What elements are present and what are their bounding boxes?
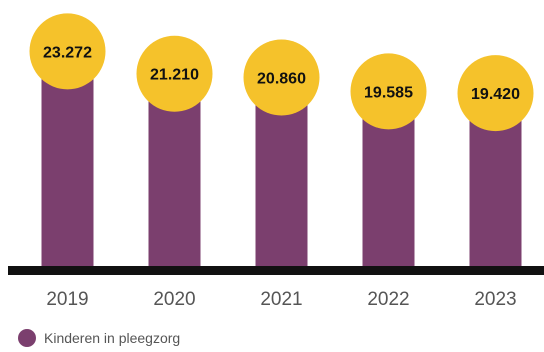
value-label-2020: 21.210 [150,67,199,84]
x-tick-label-2022: 2022 [367,289,409,310]
value-label-2023: 19.420 [471,86,520,103]
value-label-2019: 23.272 [43,44,92,61]
value-bubble-2021 [243,39,320,116]
legend: Kinderen in pleegzorg [18,328,180,348]
x-tick-label-2020: 2020 [153,289,195,310]
value-bubble-2020 [136,35,213,112]
value-bubble-2019 [29,13,106,90]
x-tick-label-2019: 2019 [46,289,88,310]
value-bubble-2022 [350,53,427,130]
x-axis-baseline [8,266,544,275]
value-label-2022: 19.585 [364,84,413,101]
x-tick-label-2021: 2021 [260,289,302,310]
value-label-2021: 20.860 [257,71,306,88]
legend-swatch [18,329,36,347]
legend-label: Kinderen in pleegzorg [44,330,181,346]
value-bubble-2023 [457,55,534,132]
x-tick-label-2023: 2023 [474,289,516,310]
